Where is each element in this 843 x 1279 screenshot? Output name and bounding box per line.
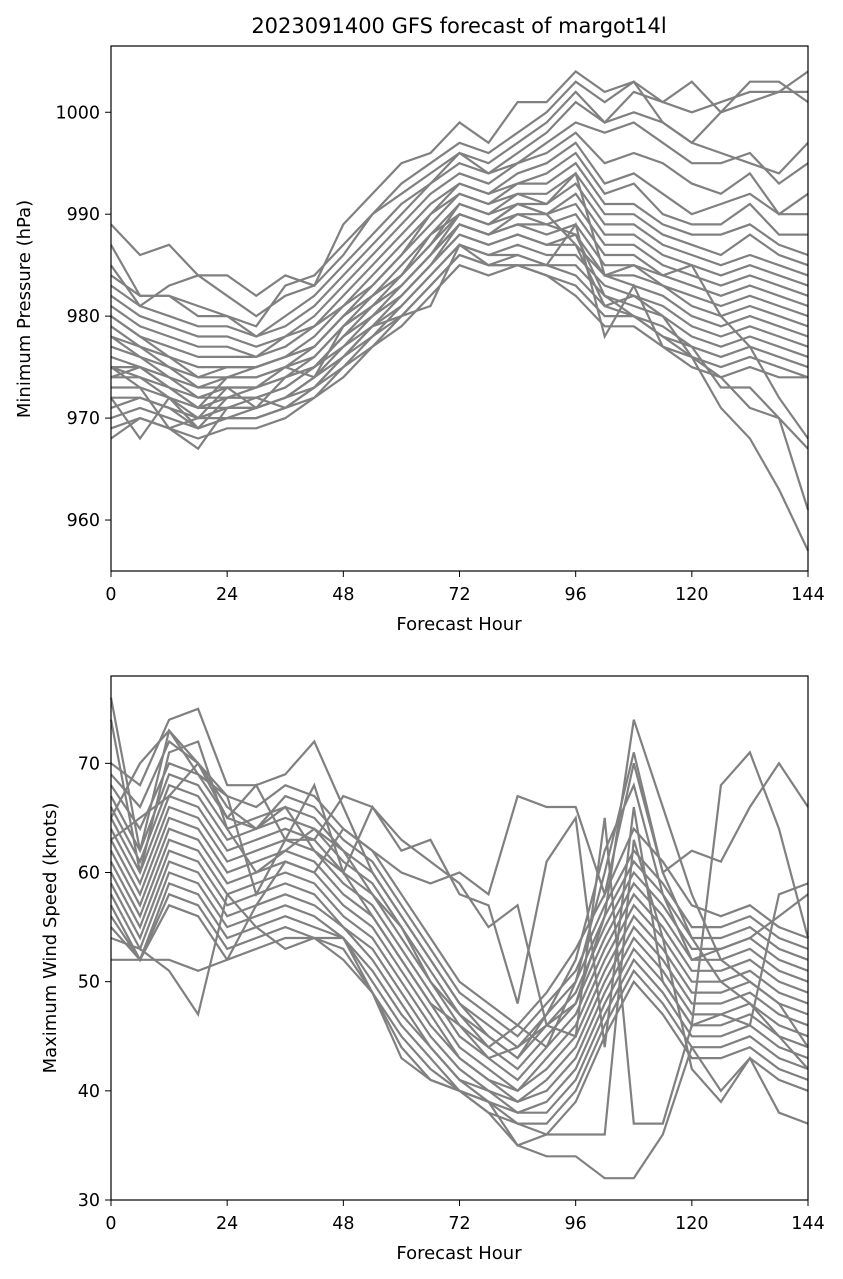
wind-x-tick-label: 48: [332, 1214, 354, 1234]
pressure-x-tick-label: 48: [332, 585, 354, 605]
wind-series-line-13: [110, 849, 809, 1103]
wind-y-tick-label: 40: [78, 1082, 100, 1102]
wind-series-line-20: [111, 761, 809, 972]
pressure-y-tick-label: 960: [67, 511, 100, 531]
pressure-series-line-22: [110, 263, 808, 440]
wind-series-line-6: [110, 772, 809, 1049]
pressure-x-tick-label: 96: [565, 585, 587, 605]
pressure-y-tick-label: 980: [67, 307, 100, 327]
pressure-series-line-26: [110, 171, 809, 440]
wind-series-line-19: [110, 839, 809, 1147]
wind-y-tick-label: 60: [78, 864, 100, 884]
wind-y-tick-label: 30: [78, 1191, 100, 1211]
wind-series-group: [109, 697, 810, 1180]
pressure-series-line-8: [110, 151, 808, 358]
wind-series-line-9: [110, 805, 809, 1082]
pressure-series-line-24: [110, 212, 810, 511]
wind-series-line-7: [110, 783, 809, 1060]
pressure-series-line-6: [110, 131, 809, 348]
pressure-ticks: 0 24 48 72 96 120 144 960 970 980 990 1000: [55, 103, 824, 605]
wind-y-tick-label: 50: [78, 973, 100, 993]
chart-title: 2023091400 GFS forecast of margot14l: [251, 14, 666, 38]
wind-x-axis-label: Forecast Hour: [396, 1243, 522, 1264]
pressure-panel: 2023091400 GFS forecast of margot14l 0 24…: [14, 14, 825, 635]
pressure-axes-frame: [110, 45, 809, 572]
pressure-y-axis-label: Minimum Pressure (hPa): [14, 200, 35, 418]
pressure-x-tick-label: 120: [675, 585, 708, 605]
pressure-series-line-10: [110, 171, 809, 379]
wind-axes-frame: [110, 675, 809, 1201]
wind-x-tick-label: 24: [216, 1214, 238, 1234]
wind-series-line-10: [110, 816, 809, 1093]
wind-x-tick-label: 96: [565, 1214, 587, 1234]
wind-ticks: 0 24 48 72 96 120 144 30 40 50 60 70: [78, 754, 825, 1234]
wind-series-line-15: [110, 871, 809, 1114]
pressure-x-tick-label: 72: [448, 585, 470, 605]
pressure-x-tick-label: 24: [216, 585, 238, 605]
wind-x-tick-label: 144: [791, 1214, 824, 1234]
wind-series-line-22: [110, 728, 809, 1125]
pressure-series-line-5: [110, 121, 809, 338]
wind-series-line-8: [110, 794, 809, 1071]
pressure-series-group: [110, 70, 810, 552]
wind-y-axis-label: Maximum Wind Speed (knots): [40, 803, 61, 1074]
pressure-series-line-1: [110, 70, 808, 298]
pressure-x-tick-label: 0: [105, 585, 116, 605]
pressure-x-tick-label: 144: [791, 585, 824, 605]
wind-x-tick-label: 0: [105, 1214, 116, 1234]
wind-x-tick-label: 120: [675, 1214, 708, 1234]
pressure-y-tick-label: 1000: [55, 103, 100, 123]
wind-y-tick-label: 70: [78, 754, 100, 774]
wind-x-tick-label: 72: [448, 1214, 470, 1234]
pressure-x-axis-label: Forecast Hour: [396, 614, 522, 635]
pressure-y-tick-label: 990: [67, 205, 100, 225]
pressure-series-line-25: [110, 202, 809, 450]
pressure-y-tick-label: 970: [67, 409, 100, 429]
pressure-series-line-4: [110, 100, 809, 338]
